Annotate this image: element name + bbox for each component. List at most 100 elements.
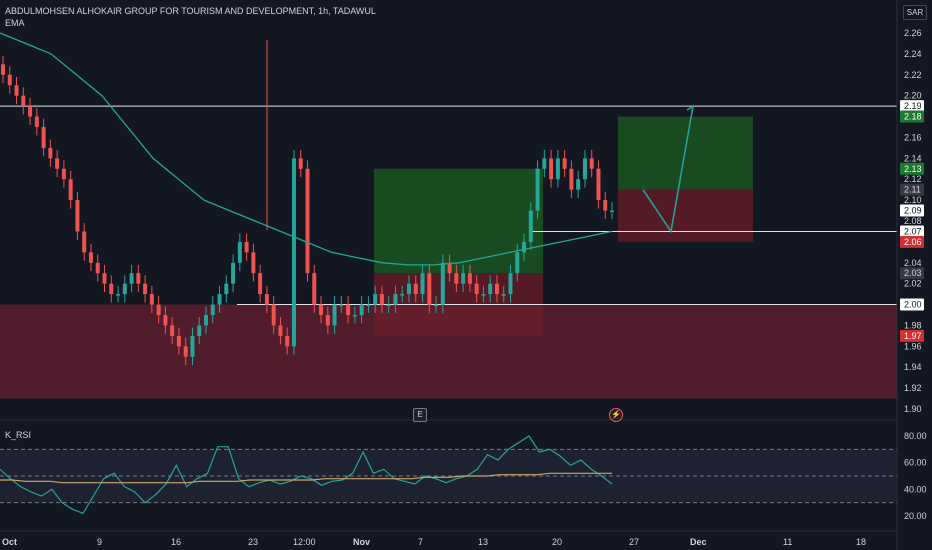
price-tag	[900, 235, 924, 248]
price-tick-label: 2.20	[904, 91, 922, 101]
currency-button[interactable]: SAR	[903, 5, 927, 20]
candle-body	[143, 283, 148, 295]
price-tag	[900, 183, 924, 196]
candle-body	[210, 304, 215, 315]
candle-body	[522, 241, 527, 253]
candle-body	[55, 158, 60, 169]
ema-indicator-label[interactable]: EMA	[5, 18, 25, 28]
price-tick-label: 2.14	[904, 153, 922, 163]
earnings-icon[interactable]: E	[413, 408, 427, 422]
ema-line	[0, 32, 613, 266]
candle-body	[569, 168, 574, 190]
time-tick-label: 18	[856, 537, 866, 547]
time-tick-label: 13	[478, 537, 488, 547]
candle-body	[41, 127, 46, 148]
candle-body	[285, 335, 290, 347]
candle-body	[95, 262, 100, 274]
candle-body	[325, 315, 330, 326]
price-tick-label: 2.24	[904, 49, 922, 59]
price-tick-label: 1.96	[904, 341, 922, 351]
candle-body	[582, 158, 587, 180]
price-tag	[900, 329, 924, 342]
candle-body	[204, 315, 208, 326]
rsi-indicator-label[interactable]: K_RSI	[5, 430, 32, 440]
candle-body	[244, 241, 249, 253]
rsi-tick-label: 20.00	[904, 511, 927, 521]
time-tick-label: 9	[97, 537, 102, 547]
candle-body	[21, 95, 26, 107]
candle-body	[420, 273, 425, 295]
candle-body	[346, 304, 351, 315]
chart-title: ABDULMOHSEN ALHOKAIR GROUP FOR TOURISM A…	[5, 6, 376, 16]
position-target-zone	[374, 168, 543, 274]
candle-body	[1, 64, 5, 75]
price-tick-label: 1.92	[904, 383, 922, 393]
rsi-pane[interactable]	[0, 435, 897, 515]
candle-body	[305, 168, 310, 274]
candle-body	[298, 158, 303, 169]
rsi-tick-label: 40.00	[904, 484, 927, 494]
time-tick-label: 16	[171, 537, 181, 547]
candle-body	[562, 158, 567, 169]
rsi-signal-line	[0, 472, 612, 484]
candle-body	[400, 294, 405, 296]
price-tag	[900, 298, 924, 311]
candle-body	[61, 168, 66, 180]
price-tag-label: 2.13	[904, 164, 922, 174]
price-tick-label: 1.98	[904, 320, 922, 330]
candle-body	[576, 179, 581, 190]
price-tag-label: 2.18	[904, 112, 922, 122]
candle-body	[596, 168, 601, 201]
candle-body	[589, 158, 594, 169]
candle-body	[508, 273, 513, 295]
price-tick-label: 1.90	[904, 404, 922, 414]
price-tick-label: 1.94	[904, 362, 922, 372]
candle-body	[339, 304, 344, 307]
price-tag	[900, 225, 924, 238]
candle-body	[264, 294, 269, 305]
candle-body	[68, 179, 73, 201]
rsi-tick-label: 60.00	[904, 458, 927, 468]
rsi-tick-label: 80.00	[904, 431, 927, 441]
price-tag	[900, 204, 924, 217]
candle-body	[379, 294, 384, 305]
price-tag	[900, 267, 924, 280]
candle-body	[170, 325, 175, 336]
candle-body	[28, 106, 33, 117]
time-tick-label: 23	[248, 537, 258, 547]
candle-body	[454, 273, 459, 284]
position-stop-zone	[618, 189, 753, 242]
candle-body	[34, 116, 39, 127]
candle-body	[176, 335, 181, 347]
candle-body	[75, 200, 80, 232]
candle-body	[555, 158, 560, 180]
candle-body	[14, 85, 19, 96]
candle-body	[352, 315, 357, 317]
candle-body	[494, 283, 499, 295]
price-tag-label: 2.09	[904, 206, 922, 216]
price-tick-label: 2.16	[904, 132, 922, 142]
price-tag-label: 2.00	[904, 300, 922, 310]
candle-body	[122, 283, 127, 295]
candle-body	[393, 294, 398, 305]
price-pane[interactable]	[0, 32, 897, 399]
dividend-bolt-icon[interactable]: ⚡	[609, 408, 623, 422]
price-tag-label: 2.19	[904, 101, 922, 111]
candle-body	[190, 335, 195, 357]
price-tag-label: 2.06	[904, 237, 922, 247]
candle-body	[224, 283, 229, 295]
candle-body	[447, 262, 452, 274]
price-tick-label: 2.12	[904, 174, 922, 184]
candle-body	[312, 273, 317, 305]
candle-body	[407, 283, 411, 295]
candle-body	[413, 283, 418, 295]
time-tick-label: 20	[552, 537, 562, 547]
candle-body	[332, 304, 337, 326]
candle-body	[542, 158, 547, 169]
candle-body	[271, 304, 276, 326]
time-tick-label: 12:00	[293, 537, 316, 547]
rsi-k-line	[0, 435, 613, 515]
candle-body	[82, 231, 87, 253]
